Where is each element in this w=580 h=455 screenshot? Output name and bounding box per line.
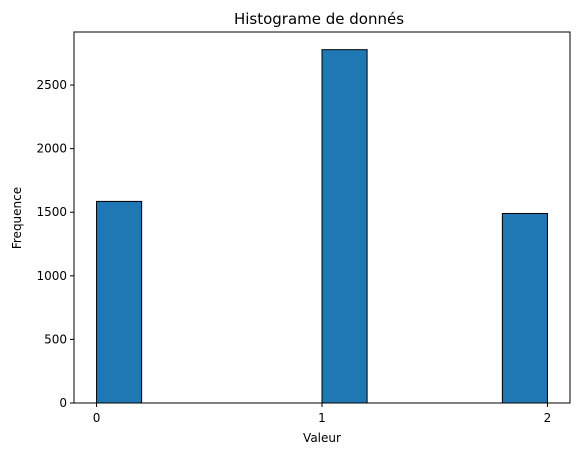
histogram-bar-2 [501, 212, 548, 404]
histogram-bar-0 [96, 200, 143, 404]
y-tick-label: 2500 [36, 78, 67, 92]
y-tick-label: 1000 [36, 269, 67, 283]
histogram-bar-1 [321, 49, 368, 404]
y-tick-label: 0 [59, 396, 67, 410]
bars-group [96, 49, 548, 404]
x-axis-label: Valeur [303, 431, 341, 445]
chart-title: Histograme de donnés [234, 10, 404, 28]
x-tick-label: 0 [93, 411, 101, 425]
y-axis-ticks: 0 500 1000 1500 2000 2500 [36, 78, 74, 410]
y-tick-label: 2000 [36, 142, 67, 156]
x-tick-label: 2 [544, 411, 552, 425]
x-tick-label: 1 [318, 411, 326, 425]
x-axis-ticks: 0 1 2 [93, 403, 552, 425]
y-tick-label: 500 [44, 332, 67, 346]
y-axis-label: Frequence [10, 187, 24, 249]
y-tick-label: 1500 [36, 205, 67, 219]
